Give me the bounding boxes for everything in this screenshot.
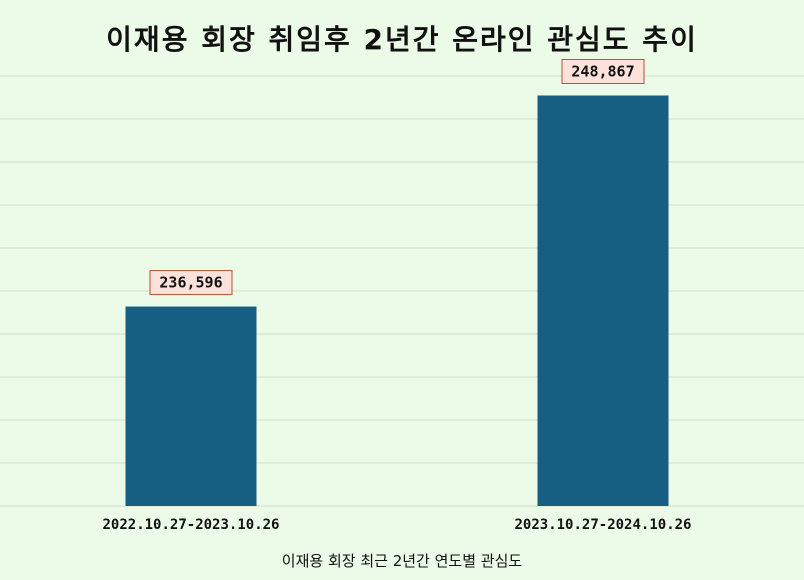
data-label: 236,596 [159, 274, 222, 292]
data-label: 248,867 [571, 62, 634, 80]
bar [125, 306, 257, 506]
x-tick-label: 2022.10.27-2023.10.26 [102, 517, 279, 533]
chart-title: 이재용 회장 취임후 2년간 온라인 관심도 추이 [106, 23, 698, 56]
data-label-box [561, 58, 645, 84]
x-axis-label: 이재용 회장 최근 2년간 연도별 관심도 [282, 552, 523, 570]
data-label-box [149, 270, 233, 296]
x-tick-label: 2023.10.27-2024.10.26 [514, 517, 691, 533]
bar [537, 95, 669, 506]
